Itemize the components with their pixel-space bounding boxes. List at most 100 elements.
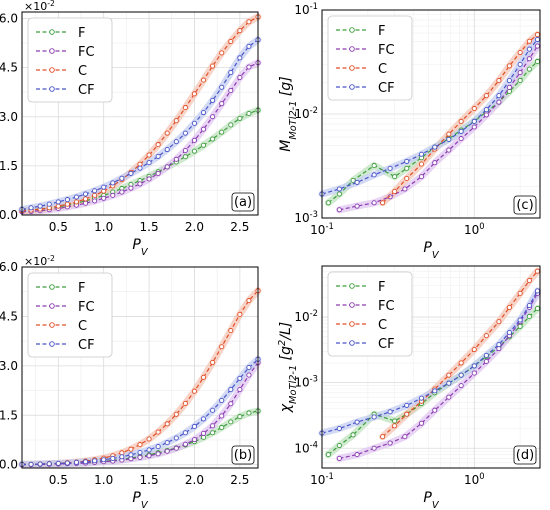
data-point-fc (458, 136, 464, 142)
legend-label: CF (378, 81, 395, 96)
legend-marker (349, 283, 355, 289)
data-point-cf (471, 363, 477, 369)
y-tick-label: 10-3 (294, 209, 318, 225)
data-point-fc (336, 207, 342, 213)
y-axis-label: MMoTl2-1 [g] (0, 76, 1, 152)
data-point-fc (354, 452, 360, 458)
data-point-c (471, 346, 477, 353)
data-point-cf (119, 454, 125, 460)
data-point-fc (210, 114, 216, 120)
legend-marker (349, 46, 355, 52)
data-point-fc (371, 445, 377, 451)
data-point-fc (200, 126, 207, 132)
data-point-cf (82, 459, 89, 465)
x-tick-label: 100 (464, 221, 485, 237)
data-point-c (446, 372, 452, 378)
data-point-cf (46, 201, 52, 207)
y-tick-label: 6.0 (0, 260, 18, 274)
data-point-c (380, 200, 386, 206)
legend-label: FC (378, 299, 395, 314)
data-point-cf (46, 461, 52, 467)
data-point-f (219, 424, 225, 431)
data-point-f (191, 148, 198, 154)
data-point-cf (354, 179, 360, 185)
data-point-cf (237, 55, 243, 61)
y-axis-label: MMoTl2-1 [g] (278, 76, 299, 152)
data-point-cf (37, 203, 43, 209)
data-point-cf (219, 84, 225, 90)
x-tick-label: 2.0 (185, 473, 204, 487)
data-point-cf (371, 172, 377, 178)
data-point-fc (82, 200, 89, 206)
data-point-c (146, 436, 152, 442)
data-point-fc (483, 358, 489, 365)
data-point-cf (110, 455, 116, 461)
data-point-cf (110, 180, 116, 186)
data-point-f (210, 136, 216, 142)
data-point-f (392, 174, 398, 180)
data-point-cf (526, 46, 532, 52)
legend-marker (349, 340, 355, 346)
panel-label-box (513, 445, 537, 465)
data-point-fc (173, 156, 179, 162)
y-tick-label: 6.0 (0, 12, 18, 26)
data-point-cf (92, 458, 98, 464)
data-point-fc (155, 170, 161, 176)
data-point-cf (228, 387, 234, 393)
x-tick-label: 100 (464, 471, 485, 487)
y-tick-label: 10-3 (294, 374, 318, 390)
data-point-cf (200, 416, 207, 422)
data-point-cf (119, 175, 125, 181)
data-point-cf (101, 457, 107, 463)
x-tick-label: 0.5 (49, 220, 68, 234)
data-point-c (404, 175, 410, 182)
data-point-cf (92, 188, 98, 194)
data-point-fc (191, 137, 198, 143)
data-point-cf (506, 77, 512, 84)
data-point-cf (496, 93, 502, 99)
data-point-f (210, 430, 216, 436)
data-point-cf (55, 199, 61, 205)
data-point-cf (155, 153, 161, 159)
data-point-fc (219, 413, 225, 419)
x-tick-label: 1.0 (94, 473, 113, 487)
data-point-cf (336, 186, 342, 192)
y-tick-label: 10-4 (294, 439, 318, 455)
data-point-cf (137, 449, 143, 456)
series-line-f (21, 109, 259, 211)
data-point-fc (164, 448, 170, 454)
data-point-fc (92, 198, 98, 204)
y-tick-label: 3.0 (0, 110, 18, 124)
data-point-c (506, 63, 512, 69)
data-point-cf (237, 375, 243, 381)
data-point-f (336, 191, 342, 197)
data-point-f (534, 305, 541, 312)
data-point-c (483, 93, 489, 99)
x-axis-label: PV (423, 240, 439, 261)
data-point-fc (237, 387, 243, 393)
data-point-fc (246, 64, 252, 70)
legend-marker (49, 48, 55, 54)
data-point-c (458, 360, 464, 366)
data-point-f (325, 200, 331, 206)
data-point-cf (64, 460, 70, 466)
data-point-fc (119, 189, 125, 195)
data-point-f (526, 313, 532, 320)
data-point-cf (146, 447, 152, 453)
data-point-fc (526, 56, 532, 62)
y-tick-label: 10-1 (294, 1, 318, 17)
legend (27, 17, 113, 103)
x-tick-label: 1.5 (140, 220, 159, 234)
data-point-f (534, 58, 541, 65)
data-point-f (228, 122, 234, 128)
data-point-cf (387, 165, 393, 171)
y-tick-label: 1.5 (0, 159, 18, 173)
data-point-cf (432, 144, 438, 150)
legend-label: CF (78, 338, 95, 353)
data-point-c (164, 130, 170, 136)
data-point-cf (483, 352, 489, 358)
data-point-c (82, 196, 89, 202)
data-point-c (164, 421, 170, 427)
data-point-cf (526, 302, 532, 309)
data-point-cf (219, 397, 225, 404)
